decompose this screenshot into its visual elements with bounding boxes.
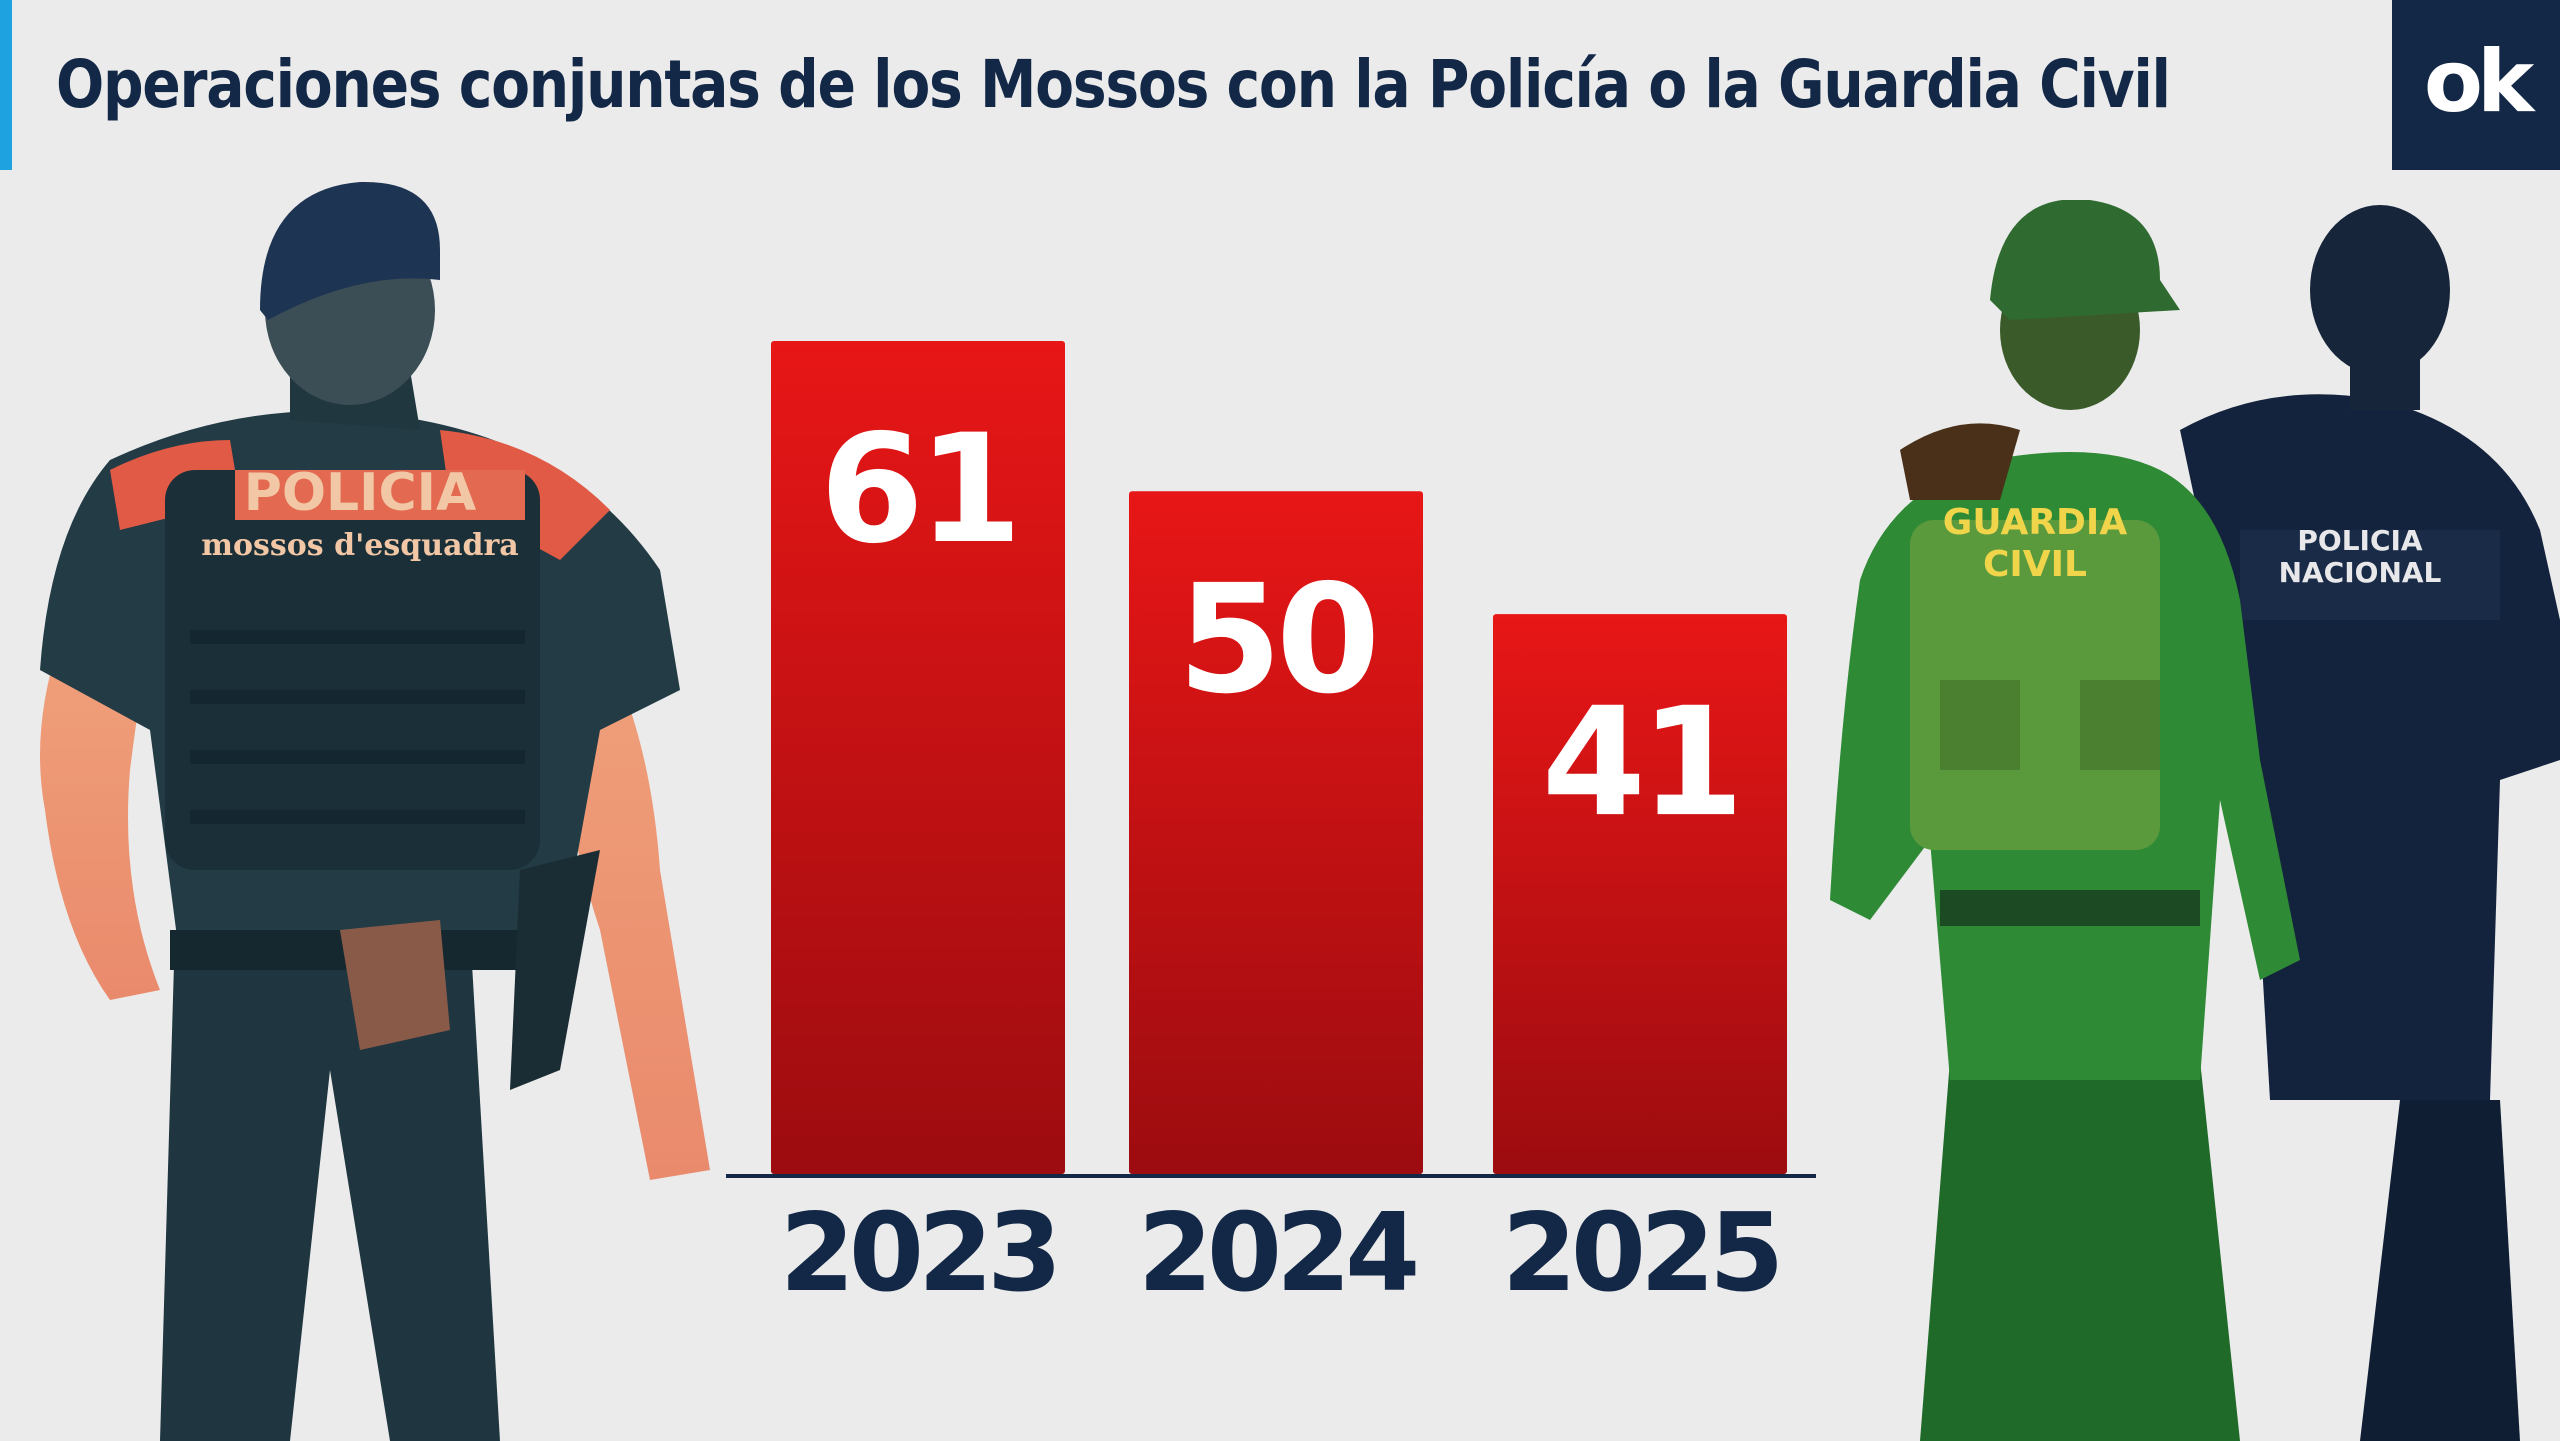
ok-logo: ok [2392, 0, 2560, 170]
x-tick-label: 2024 [1138, 1191, 1416, 1316]
bar-2024 [1129, 491, 1423, 1174]
bar-value-label: 41 [1542, 676, 1739, 850]
page-title: Operaciones conjuntas de los Mossos con … [56, 46, 2171, 123]
guardia-policia-figures: POLICIA NACIONAL GUARDIA CIVIL [1830, 200, 2560, 1441]
vest-text-policia-nacional-1: POLICIA [2297, 524, 2423, 557]
mossos-officer-figure: POLICIA mossos d'esquadra [40, 181, 710, 1441]
vest-text-guardia: GUARDIA [1943, 502, 2128, 543]
bar-value-label: 50 [1178, 553, 1375, 727]
vest-text-civil: CIVIL [1983, 544, 2087, 585]
vest-text-policia: POLICIA [244, 463, 477, 523]
bar-2023 [771, 341, 1065, 1174]
bar-2025 [1493, 614, 1787, 1174]
bar-value-label: 61 [820, 403, 1017, 577]
vest-text-mossos: mossos d'esquadra [201, 528, 518, 563]
x-tick-label: 2023 [780, 1191, 1057, 1316]
x-tick-label: 2025 [1502, 1191, 1779, 1316]
ok-logo-text: ok [2423, 32, 2534, 132]
title-accent-bar [0, 0, 12, 170]
vest-text-policia-nacional-2: NACIONAL [2279, 556, 2442, 589]
